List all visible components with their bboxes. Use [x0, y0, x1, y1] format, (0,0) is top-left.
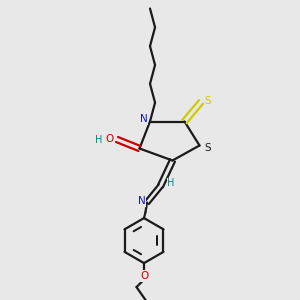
- Text: H: H: [167, 178, 175, 188]
- Text: S: S: [204, 95, 211, 106]
- Text: N: N: [140, 114, 147, 124]
- Text: N: N: [138, 196, 146, 206]
- Text: O: O: [140, 271, 149, 281]
- Text: H: H: [95, 135, 102, 145]
- Text: O: O: [105, 134, 114, 144]
- Text: S: S: [205, 143, 211, 153]
